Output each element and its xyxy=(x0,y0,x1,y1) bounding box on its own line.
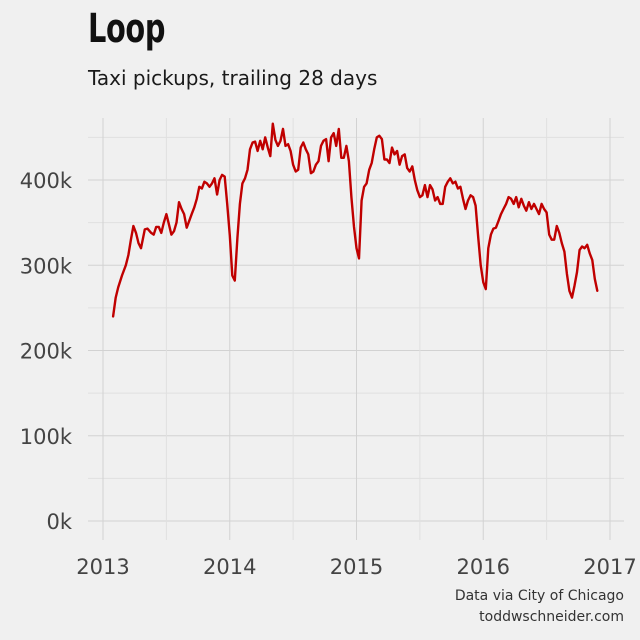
y-axis-tick-labels: 0k 100k 200k 300k 400k xyxy=(20,169,73,534)
y-tick-label: 400k xyxy=(20,169,73,193)
gridlines xyxy=(88,118,624,540)
series-line xyxy=(111,122,599,318)
x-axis-tick-labels: 2013 2014 2015 2016 2017 xyxy=(76,555,636,579)
y-tick-label: 100k xyxy=(20,425,73,449)
x-tick-label: 2013 xyxy=(76,555,129,579)
source-caption: Data via City of Chicago xyxy=(454,588,624,604)
website-caption: toddwschneider.com xyxy=(479,609,624,625)
y-tick-label: 200k xyxy=(20,340,73,364)
y-tick-label: 300k xyxy=(20,254,73,278)
x-tick-label: 2015 xyxy=(330,555,383,579)
x-tick-label: 2017 xyxy=(583,555,636,579)
chart-subtitle: Taxi pickups, trailing 28 days xyxy=(88,66,378,90)
x-tick-label: 2016 xyxy=(457,555,510,579)
x-tick-label: 2014 xyxy=(203,555,256,579)
y-tick-label: 0k xyxy=(46,510,72,534)
chart-title: Loop xyxy=(88,6,166,52)
